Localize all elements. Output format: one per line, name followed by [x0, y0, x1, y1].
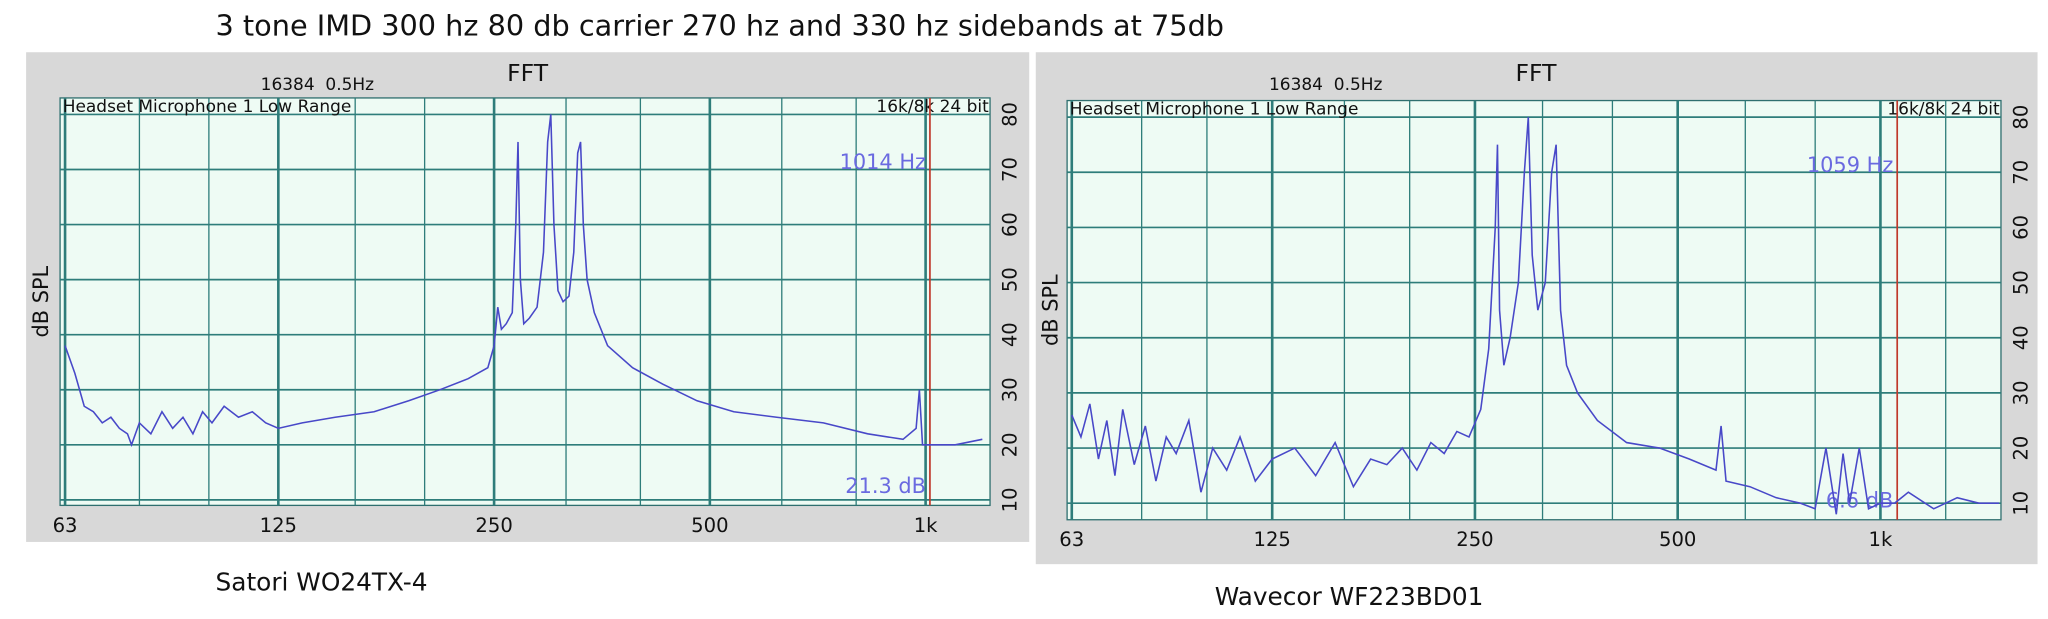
x-tick-label: 250 [475, 514, 512, 537]
y-tick-label: 20 [2009, 436, 2032, 461]
y-tick-label: 20 [998, 432, 1021, 457]
cursor-level-label: 6.6 dB [1826, 488, 1893, 512]
x-tick-label: 500 [1659, 528, 1696, 551]
y-tick-label: 40 [2009, 325, 2032, 350]
fft-line [64, 114, 983, 448]
caption: Wavecor WF223BD01 [1215, 582, 1484, 611]
fft-line [1071, 117, 2000, 515]
plot-area [1066, 99, 2002, 521]
y-tick-label: 80 [998, 102, 1021, 127]
caption: Satori WO24TX-4 [216, 568, 428, 597]
x-tick-label: 500 [691, 514, 728, 537]
cursor-level-label: 21.3 dB [845, 474, 926, 498]
y-tick-label: 70 [998, 157, 1021, 182]
format-label: 16k/8k 24 bit [1887, 100, 2000, 120]
x-tick-label: 125 [1254, 528, 1291, 551]
x-tick-label: 1k [1869, 528, 1893, 551]
plot-title: FFT [507, 59, 549, 87]
y-tick-label: 60 [998, 212, 1021, 237]
y-axis-label: dB SPL [1038, 274, 1062, 346]
y-tick-label: 60 [2009, 215, 2032, 240]
x-tick-label: 125 [260, 514, 297, 537]
cursor-freq-label: 1014 Hz [840, 150, 926, 174]
page-title: 3 tone IMD 300 hz 80 db carrier 270 hz a… [216, 8, 1225, 42]
x-tick-label: 63 [53, 514, 78, 537]
plot-label: Headset Microphone 1 Low Range [1070, 100, 1359, 120]
y-tick-label: 40 [998, 322, 1021, 347]
y-tick-label: 50 [998, 267, 1021, 292]
y-axis-label: dB SPL [29, 265, 53, 337]
y-tick-label: 30 [998, 377, 1021, 402]
y-tick-label: 80 [2009, 105, 2032, 130]
x-tick-label: 63 [1059, 528, 1084, 551]
y-tick-label: 10 [998, 487, 1021, 512]
plot-area [59, 97, 991, 507]
y-tick-label: 30 [2009, 380, 2032, 405]
y-tick-label: 10 [2009, 491, 2032, 516]
plot-label: Headset Microphone 1 Low Range [63, 97, 352, 117]
x-tick-label: 1k [914, 514, 938, 537]
cursor-freq-label: 1059 Hz [1807, 153, 1893, 177]
fft-info: 16384 0.5Hz [1269, 75, 1383, 95]
format-label: 16k/8k 24 bit [876, 97, 989, 117]
x-tick-label: 250 [1456, 528, 1493, 551]
y-tick-label: 70 [2009, 160, 2032, 185]
fft-info: 16384 0.5Hz [261, 75, 375, 95]
y-tick-label: 50 [2009, 270, 2032, 295]
plot-title: FFT [1516, 59, 1558, 87]
